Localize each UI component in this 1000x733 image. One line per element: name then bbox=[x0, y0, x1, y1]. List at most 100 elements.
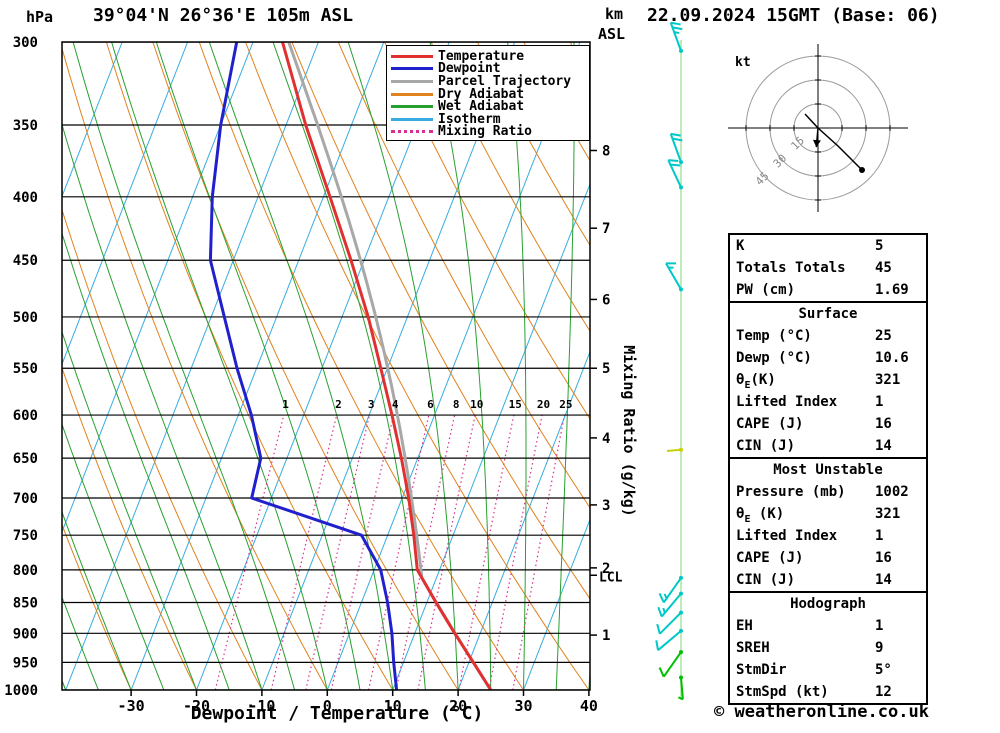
km-tick-label: 6 bbox=[602, 292, 610, 308]
mixing-ratio-line-label: 25 bbox=[559, 398, 572, 411]
temp-tick-label: 0 bbox=[323, 697, 332, 715]
legend-item-mixing-ratio: Mixing Ratio bbox=[391, 124, 589, 140]
plot-border bbox=[61, 41, 591, 691]
stat-row: SREH 9 bbox=[730, 637, 926, 659]
stat-label: θE (K) bbox=[736, 506, 785, 525]
temp-tick-label: -30 bbox=[118, 697, 145, 715]
stat-label: θE(K) bbox=[736, 372, 776, 391]
legend-item-isotherm: Isotherm bbox=[391, 113, 589, 126]
km-tick-label: 8 bbox=[602, 143, 610, 159]
pressure-tick-label: 900 bbox=[13, 626, 38, 642]
legend-item-wet-adiabat: Wet Adiabat bbox=[391, 100, 589, 113]
run-datetime-title: 22.09.2024 15GMT (Base: 06) bbox=[647, 5, 940, 26]
wet-adiabat-lines bbox=[62, 42, 590, 690]
stat-value: 16 bbox=[875, 416, 892, 432]
stat-label: SREH bbox=[736, 640, 770, 656]
legend-label-mixing-ratio: Mixing Ratio bbox=[438, 124, 532, 140]
stat-value: 1.69 bbox=[875, 282, 909, 298]
legend-line-dry-adiabat bbox=[391, 92, 433, 96]
stat-value: 12 bbox=[875, 684, 892, 700]
temperature-curve bbox=[281, 42, 493, 690]
hodograph-ring-label: 45 bbox=[753, 170, 772, 189]
stat-row: PW (cm) 1.69 bbox=[730, 279, 926, 301]
stat-row: StmSpd (kt) 12 bbox=[730, 681, 926, 703]
stat-value: 25 bbox=[875, 328, 892, 344]
stats-section: Most Unstable Pressure (mb) 1002 θE (K) 321 L… bbox=[730, 457, 926, 591]
stat-label: CIN (J) bbox=[736, 572, 796, 588]
stat-label: K bbox=[736, 238, 745, 254]
stat-row: CIN (J) 14 bbox=[730, 569, 926, 591]
mixing-ratio-line-label: 20 bbox=[537, 398, 550, 411]
legend-item-dewpoint: Dewpoint bbox=[391, 62, 589, 75]
temp-tick-label: 10 bbox=[384, 697, 402, 715]
stat-row: θE (K) 321 bbox=[730, 503, 926, 525]
stat-value: 321 bbox=[875, 372, 901, 388]
legend-line-mixing-ratio bbox=[391, 130, 433, 134]
station-title: 39°04'N 26°36'E 105m ASL bbox=[93, 5, 354, 26]
stat-value: 5 bbox=[875, 238, 884, 254]
wind-barbs bbox=[655, 21, 684, 701]
stat-row: CAPE (J) 16 bbox=[730, 547, 926, 569]
stat-label: CIN (J) bbox=[736, 438, 796, 454]
hodograph-ring-label: 30 bbox=[771, 152, 790, 171]
pressure-tick-label: 800 bbox=[13, 563, 38, 579]
pressure-tick-label: 350 bbox=[13, 118, 38, 134]
stat-value: 10.6 bbox=[875, 350, 909, 366]
km-tick-label: 2 bbox=[602, 561, 610, 577]
stat-row: Totals Totals 45 bbox=[730, 257, 926, 279]
pressure-tick-label: 650 bbox=[13, 451, 38, 467]
stat-row: Lifted Index 1 bbox=[730, 391, 926, 413]
stats-table: K 5 Totals Totals 45 PW (cm) 1.69 Surface Temp … bbox=[728, 233, 928, 705]
legend-label-parcel-trajectory: Parcel Trajectory bbox=[438, 73, 572, 89]
stat-row: CIN (J) 14 bbox=[730, 435, 926, 457]
mixing-ratio-axis-label: Mixing Ratio (g/kg) bbox=[620, 345, 638, 517]
stat-row: Pressure (mb) 1002 bbox=[730, 481, 926, 503]
mixing-ratio-line-label: 15 bbox=[509, 398, 522, 411]
sounding-curves bbox=[208, 42, 493, 690]
stat-value: 14 bbox=[875, 572, 892, 588]
stat-label: EH bbox=[736, 618, 753, 634]
pressure-tick-label: 700 bbox=[13, 491, 38, 507]
pressure-tick-label: 500 bbox=[13, 310, 38, 326]
stat-value: 1002 bbox=[875, 484, 909, 500]
stat-row: StmDir 5° bbox=[730, 659, 926, 681]
stat-label: Dewp (°C) bbox=[736, 350, 812, 366]
pressure-tick-label: 550 bbox=[13, 361, 38, 377]
stats-section: Hodograph EH 1 SREH 9 StmDir 5° StmSpd (kt) 12 bbox=[730, 591, 926, 703]
stats-section: K 5 Totals Totals 45 PW (cm) 1.69 bbox=[730, 235, 926, 301]
pressure-tick-label: 600 bbox=[13, 408, 38, 424]
stat-value: 16 bbox=[875, 550, 892, 566]
legend-line-isotherm bbox=[391, 117, 433, 121]
pressure-tick-label: 850 bbox=[13, 596, 38, 612]
stat-value: 1 bbox=[875, 618, 884, 634]
temp-tick-label: 40 bbox=[580, 697, 598, 715]
km-tick-label: 5 bbox=[602, 361, 610, 377]
mixing-ratio-line-label: 10 bbox=[470, 398, 483, 411]
km-tick-label: 3 bbox=[602, 498, 610, 514]
mixing-ratio-line-label: 2 bbox=[335, 398, 342, 411]
hodograph-ring-label: 15 bbox=[788, 134, 807, 153]
pressure-tick-label: 450 bbox=[13, 253, 38, 269]
stat-label: Totals Totals bbox=[736, 260, 846, 276]
stat-row: EH 1 bbox=[730, 615, 926, 637]
stats-section-title: Surface bbox=[798, 306, 858, 322]
pressure-tick-label: 750 bbox=[13, 528, 38, 544]
stat-value: 9 bbox=[875, 640, 884, 656]
stat-value: 45 bbox=[875, 260, 892, 276]
legend-line-wet-adiabat bbox=[391, 105, 433, 109]
stat-label: StmSpd (kt) bbox=[736, 684, 829, 700]
pressure-tick-label: 400 bbox=[13, 190, 38, 206]
stat-value: 14 bbox=[875, 438, 892, 454]
lcl-label: LCL bbox=[599, 570, 623, 585]
pressure-axis-unit: hPa bbox=[26, 8, 54, 26]
stats-section-title: Most Unstable bbox=[773, 462, 883, 478]
legend-item-dry-adiabat: Dry Adiabat bbox=[391, 88, 589, 101]
temp-tick-label: -10 bbox=[248, 697, 275, 715]
stat-value: 1 bbox=[875, 394, 884, 410]
mixing-ratio-line-label: 4 bbox=[392, 398, 399, 411]
temp-tick-label: 20 bbox=[449, 697, 467, 715]
